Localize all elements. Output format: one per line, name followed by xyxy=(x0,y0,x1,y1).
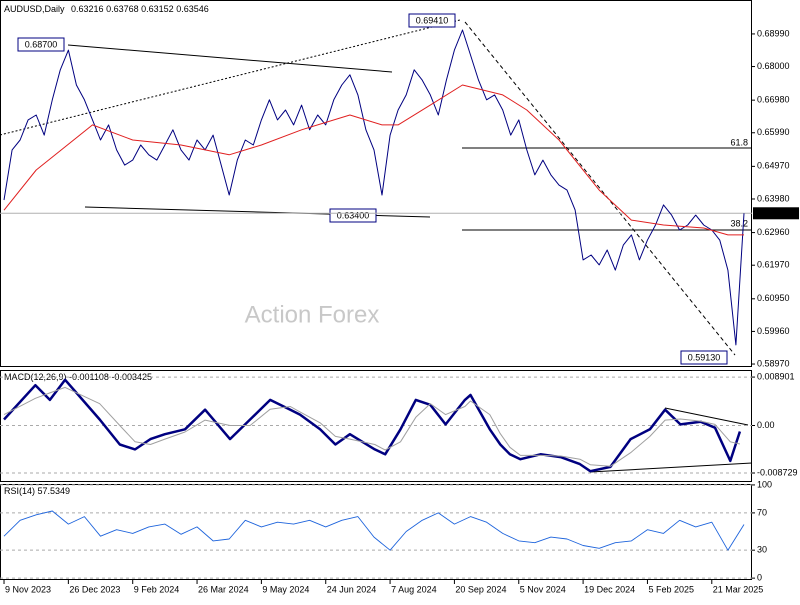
y-tick-label: 0.60950 xyxy=(757,293,790,303)
y-tick-label: 70 xyxy=(757,507,767,517)
ohlc: 0.63546 xyxy=(176,4,209,14)
series-line xyxy=(3,386,741,467)
x-tick-label: 24 Jun 2024 xyxy=(327,584,377,594)
annotation-box xyxy=(408,13,456,28)
indicator-name: RSI(14) xyxy=(4,486,35,496)
macd-header: MACD(12,26,9) -0.001108 -0.003425 xyxy=(4,372,152,382)
series-line xyxy=(3,378,742,473)
rsi-header: RSI(14) 57.5349 xyxy=(4,486,70,496)
y-tick-label: 0.64970 xyxy=(757,161,790,171)
y-tick-label: 0.61970 xyxy=(757,260,790,270)
x-tick-label: 7 Aug 2024 xyxy=(391,584,437,594)
readout: 57.5349 xyxy=(38,486,71,496)
annotation: 0.68700 xyxy=(25,39,58,49)
last-price-label: 0.63546 xyxy=(756,208,789,218)
trend-line xyxy=(664,407,749,426)
y-tick-label: 0.65990 xyxy=(757,127,790,137)
y-tick-label: 0.58970 xyxy=(757,358,790,368)
readout: -0.003425 xyxy=(111,372,152,382)
y-tick-label: 0.68000 xyxy=(757,61,790,71)
series-line xyxy=(3,29,745,346)
annotation-box xyxy=(17,37,65,52)
x-tick-label: 26 Mar 2024 xyxy=(198,584,249,594)
trend-lines xyxy=(0,19,753,473)
ohlc: 0.63152 xyxy=(141,4,174,14)
y-tick-label: 0.00 xyxy=(757,420,775,430)
trend-line xyxy=(589,462,753,473)
indicator-name: MACD(12,26,9) xyxy=(4,372,67,382)
x-tick-label: 19 Dec 2024 xyxy=(584,584,635,594)
x-tick-label: 9 May 2024 xyxy=(262,584,309,594)
fib-label: 61.8 xyxy=(730,137,748,147)
trend-line xyxy=(67,44,393,73)
y-tick-label: 0.68990 xyxy=(757,28,790,38)
y-tick-label: 0.62960 xyxy=(757,227,790,237)
x-tick-label: 21 Mar 2025 xyxy=(713,584,764,594)
chart-header: AUDUSD,Daily 0.63216 0.63768 0.63152 0.6… xyxy=(4,4,209,14)
last-price-box xyxy=(753,207,799,220)
symbol: AUDUSD,Daily xyxy=(4,4,65,14)
x-tick-label: 9 Nov 2023 xyxy=(5,584,51,594)
trend-line xyxy=(0,19,461,136)
y-tick-label: 30 xyxy=(757,545,767,555)
trend-line xyxy=(464,21,736,356)
price-pane xyxy=(0,0,752,367)
annotation: 0.63400 xyxy=(337,210,370,220)
annotation-box xyxy=(329,208,377,223)
fib-label: 38.2 xyxy=(730,218,748,228)
series-line xyxy=(3,510,745,551)
rsi-pane xyxy=(0,484,752,580)
ohlc: 0.63216 xyxy=(71,4,104,14)
y-tick-label: 0.63980 xyxy=(757,193,790,203)
annotation: 0.69410 xyxy=(416,15,449,25)
y-tick-label: 0.59960 xyxy=(757,326,790,336)
y-tick-label: 0.66980 xyxy=(757,95,790,105)
annotation: 0.59130 xyxy=(688,352,721,362)
y-tick-label: 0.008901 xyxy=(757,371,795,381)
x-tick-label: 5 Nov 2024 xyxy=(520,584,566,594)
watermark: Action Forex xyxy=(245,301,380,328)
y-tick-label: 0 xyxy=(757,573,762,583)
x-tick-label: 26 Dec 2023 xyxy=(69,584,120,594)
y-tick-label: 100 xyxy=(757,479,772,489)
readout: -0.001108 xyxy=(69,372,109,382)
ohlc: 0.63768 xyxy=(106,4,139,14)
x-tick-label: 20 Sep 2024 xyxy=(455,584,506,594)
x-tick-label: 9 Feb 2024 xyxy=(134,584,180,594)
trend-line xyxy=(84,206,431,218)
annotation-box xyxy=(680,350,728,365)
y-tick-label: -0.008729 xyxy=(757,467,798,477)
series-line xyxy=(3,84,744,236)
x-tick-label: 5 Feb 2025 xyxy=(648,584,694,594)
